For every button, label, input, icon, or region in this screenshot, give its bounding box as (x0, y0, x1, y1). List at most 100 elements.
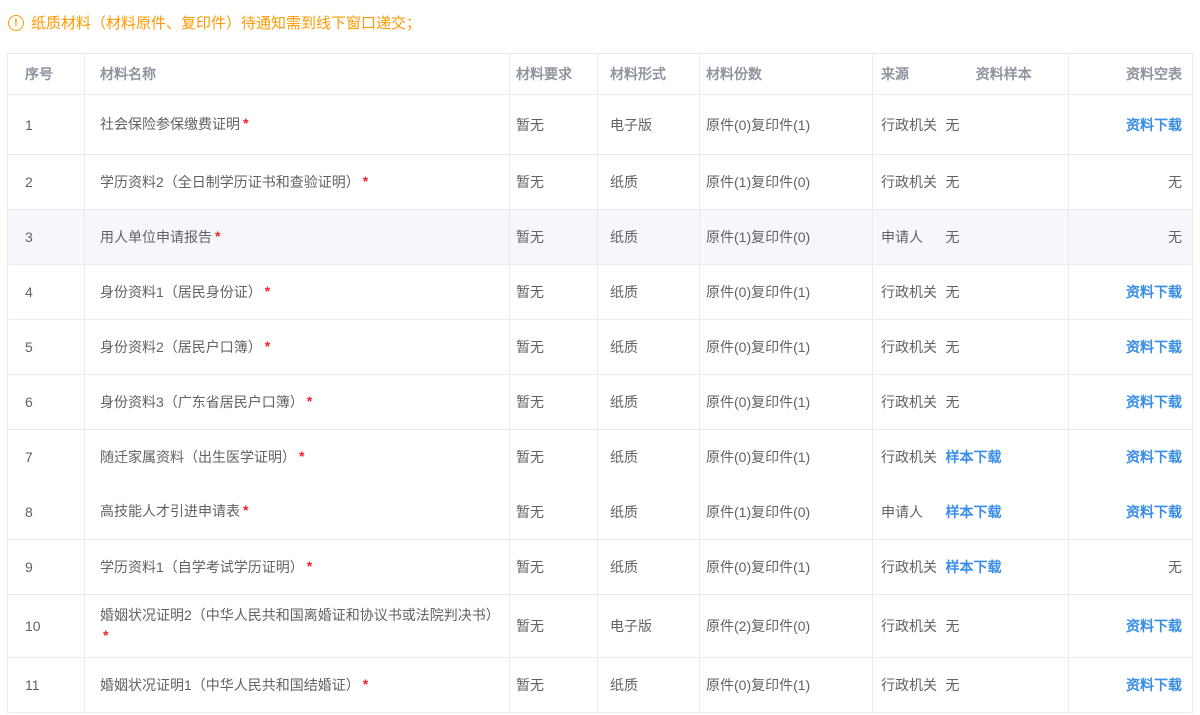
table-row: 5 身份资料2（居民户口簿） * 暂无 纸质 原件(0)复印件(1) 行政机关 无… (7, 319, 1193, 375)
material-copies-cell: 原件(0)复印件(1) (699, 319, 873, 375)
material-name: 婚姻状况证明1（中华人民共和国结婚证） (100, 676, 360, 693)
required-asterisk: * (299, 447, 305, 464)
sample-cell: 无 (939, 94, 1069, 155)
table-header-row: 序号 材料名称 材料要求 材料形式 材料份数 来源 资料样本 资料空表 (7, 53, 1193, 95)
row-number-cell: 9 (7, 539, 85, 595)
sample-none-text: 无 (945, 394, 960, 410)
material-name: 社会保险参保缴费证明 (100, 116, 240, 132)
paper-materials-notice: ! 纸质材料（材料原件、复印件）待通知需到线下窗口递交； (8, 12, 1200, 33)
blank-download-link[interactable]: 资料下载 (1126, 503, 1182, 520)
sample-cell: 无 (939, 374, 1069, 430)
table-row: 6 身份资料3（广东省居民户口簿） * 暂无 纸质 原件(0)复印件(1) 行政机… (7, 374, 1193, 430)
required-asterisk: * (306, 392, 313, 409)
material-name-cell: 社会保险参保缴费证明 * (84, 94, 510, 155)
sample-cell: 无 (939, 594, 1069, 658)
row-number-cell: 2 (7, 154, 85, 210)
material-name: 用人单位申请报告 (100, 228, 212, 245)
blank-download-link[interactable]: 资料下载 (1126, 449, 1182, 466)
blank-download-link[interactable]: 资料下载 (1126, 618, 1182, 634)
material-requirement-cell: 暂无 (509, 539, 598, 595)
material-form-cell: 电子版 (597, 594, 700, 658)
material-requirement-cell: 暂无 (509, 209, 598, 265)
material-requirement-cell: 暂无 (509, 154, 598, 210)
sample-cell: 无 (939, 264, 1069, 320)
sample-none-text: 无 (945, 116, 960, 133)
sample-download-link[interactable]: 样本下载 (945, 449, 1002, 466)
material-copies-cell: 原件(0)复印件(1) (699, 264, 873, 320)
sample-cell: 无 (939, 154, 1069, 210)
column-header-sample: 资料样本 (939, 53, 1069, 95)
sample-none-text: 无 (945, 174, 960, 190)
material-name: 随迁家属资料（出生医学证明） (100, 448, 296, 465)
material-name: 身份资料2（居民户口簿） (100, 338, 262, 355)
material-name-cell: 学历资料2（全日制学历证书和查验证明） * (84, 154, 510, 210)
blank-form-cell: 无 (1068, 539, 1193, 595)
material-name-cell: 婚姻状况证明2（中华人民共和国离婚证和协议书或法院判决书） * (84, 594, 510, 658)
required-asterisk: * (264, 282, 271, 299)
material-source-cell: 行政机关 (872, 374, 940, 430)
sample-none-text: 无 (945, 229, 960, 245)
notice-text: 纸质材料（材料原件、复印件）待通知需到线下窗口递交； (31, 15, 422, 32)
required-asterisk: * (243, 115, 249, 131)
blank-download-link[interactable]: 资料下载 (1126, 284, 1182, 300)
row-number-cell: 11 (7, 657, 85, 713)
blank-download-link[interactable]: 资料下载 (1126, 116, 1182, 133)
warning-circle-icon: ! (8, 14, 24, 31)
material-name-cell: 身份资料1（居民身份证） * (84, 264, 510, 320)
material-name: 身份资料1（居民身份证） (100, 283, 262, 300)
table-row: 2 学历资料2（全日制学历证书和查验证明） * 暂无 纸质 原件(1)复印件(0)… (7, 154, 1193, 210)
material-source-cell: 申请人 (872, 209, 940, 265)
required-asterisk: * (306, 557, 313, 574)
required-asterisk: * (103, 627, 109, 643)
blank-none-text: 无 (1168, 229, 1182, 245)
sample-cell: 样本下载 (939, 539, 1069, 595)
material-copies-cell: 原件(2)复印件(0) (699, 594, 873, 658)
material-source-cell: 申请人 (872, 484, 940, 540)
blank-form-cell: 无 (1068, 209, 1193, 265)
material-source-cell: 行政机关 (872, 264, 940, 320)
column-header-form: 材料形式 (597, 53, 700, 95)
material-copies-cell: 原件(1)复印件(0) (699, 209, 873, 265)
material-source-cell: 行政机关 (872, 154, 940, 210)
material-requirement-cell: 暂无 (509, 594, 598, 658)
blank-form-cell: 资料下载 (1069, 430, 1193, 485)
material-name-cell: 身份资料3（广东省居民户口簿） * (84, 374, 510, 430)
table-row: 1 社会保险参保缴费证明 * 暂无 电子版 原件(0)复印件(1) 行政机关 无 … (7, 94, 1193, 155)
material-name: 高技能人才引进申请表 (100, 503, 240, 520)
material-requirement-cell: 暂无 (509, 319, 598, 375)
material-form-cell: 纸质 (597, 374, 700, 430)
material-source-cell: 行政机关 (872, 319, 940, 375)
blank-form-cell: 资料下载 (1068, 484, 1193, 540)
material-source-cell: 行政机关 (872, 539, 940, 595)
sample-cell: 样本下载 (939, 484, 1069, 540)
row-number-cell: 3 (7, 209, 85, 265)
table-row: 11 婚姻状况证明1（中华人民共和国结婚证） * 暂无 纸质 原件(0)复印件(1… (7, 657, 1193, 713)
blank-download-link[interactable]: 资料下载 (1126, 677, 1182, 693)
sample-cell: 无 (939, 319, 1069, 375)
material-requirement-cell: 暂无 (509, 374, 598, 430)
sample-none-text: 无 (945, 677, 960, 693)
table-row: 8 高技能人才引进申请表 * 暂无 纸质 原件(1)复印件(0) 申请人 样本下载… (7, 484, 1193, 540)
material-requirement-cell: 暂无 (509, 429, 598, 485)
table-row: 9 学历资料1（自学考试学历证明） * 暂无 纸质 原件(0)复印件(1) 行政机… (7, 539, 1193, 595)
material-copies-cell: 原件(0)复印件(1) (699, 429, 873, 485)
column-header-seq: 序号 (7, 53, 85, 95)
material-source-cell: 行政机关 (872, 94, 940, 155)
material-form-cell: 纸质 (597, 264, 700, 320)
blank-form-cell: 资料下载 (1068, 319, 1193, 375)
material-name: 学历资料2（全日制学历证书和查验证明） (100, 173, 360, 190)
material-form-cell: 电子版 (597, 94, 700, 155)
row-number-cell: 10 (7, 594, 85, 658)
material-copies-cell: 原件(1)复印件(0) (699, 484, 873, 540)
sample-download-link[interactable]: 样本下载 (945, 559, 1002, 575)
sample-download-link[interactable]: 样本下载 (945, 503, 1002, 520)
material-name-cell: 学历资料1（自学考试学历证明） * (84, 539, 510, 595)
sample-cell: 无 (939, 657, 1069, 713)
blank-download-link[interactable]: 资料下载 (1126, 394, 1182, 410)
blank-form-cell: 资料下载 (1068, 264, 1193, 320)
material-name-cell: 身份资料2（居民户口簿） * (84, 319, 510, 375)
blank-download-link[interactable]: 资料下载 (1126, 339, 1182, 355)
blank-form-cell: 资料下载 (1068, 94, 1193, 155)
required-asterisk: * (362, 172, 369, 189)
required-asterisk: * (215, 227, 221, 244)
